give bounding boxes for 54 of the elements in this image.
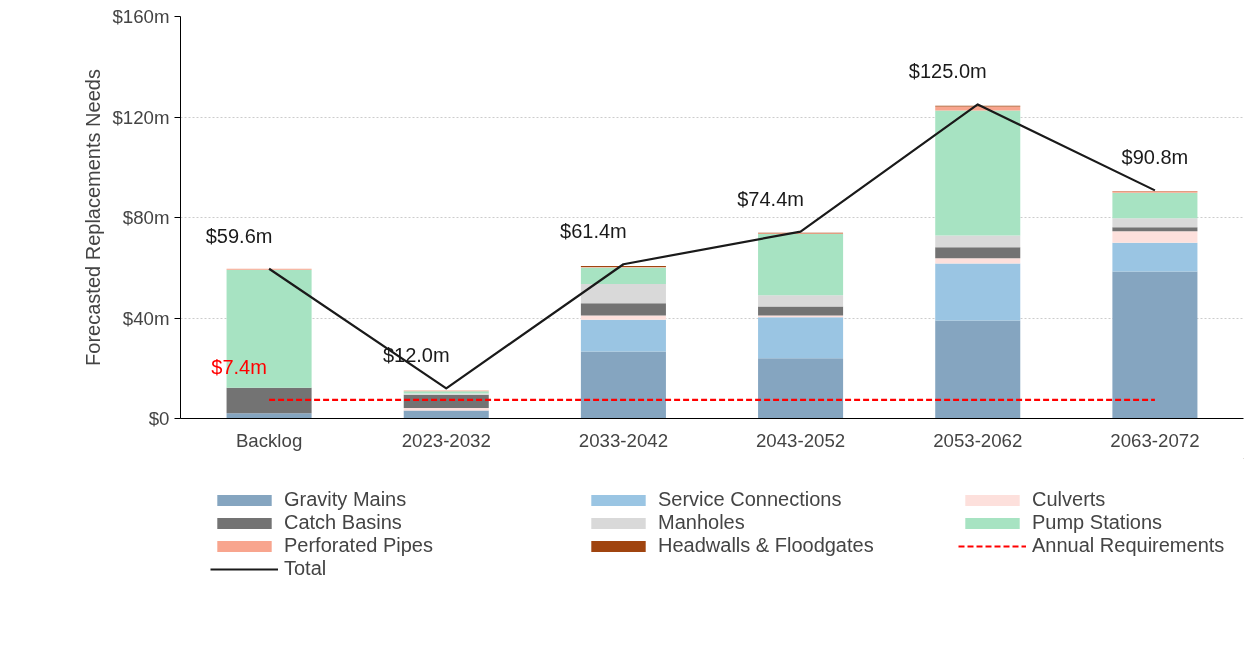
bar [935, 258, 1021, 264]
legend-label: Catch Basins [284, 511, 403, 534]
x-tick-label: 2043-2052 [755, 429, 846, 451]
legend-label: Annual Requirements [1032, 534, 1226, 557]
bar [580, 267, 666, 285]
y-tick-label: $120m [112, 106, 170, 128]
bar [935, 263, 1021, 321]
y-tick-label: $40m [122, 307, 170, 329]
bar [935, 235, 1021, 248]
x-tick-label: 2023-2032 [401, 429, 491, 451]
bar [758, 234, 844, 296]
data-label: $7.4m [211, 355, 267, 378]
bar [580, 315, 666, 320]
bar [1112, 192, 1198, 219]
bar [226, 387, 312, 414]
bar [758, 358, 844, 419]
data-label: $74.4m [737, 187, 804, 210]
bar [403, 410, 489, 419]
data-label: $90.8m [1121, 146, 1189, 169]
y-tick-label: $0 [148, 408, 170, 429]
legend-label: Manholes [658, 511, 746, 534]
legend-label: Headwalls & Floodgates [658, 534, 875, 557]
bar [1112, 218, 1198, 228]
bar [935, 247, 1021, 259]
bar [580, 303, 666, 316]
legend-label: Service Connections [658, 488, 843, 511]
legend-label: Pump Stations [1032, 511, 1164, 534]
legend-label: Culverts [1032, 488, 1107, 511]
bar [758, 317, 844, 359]
bar [580, 351, 666, 419]
bar [1112, 271, 1198, 419]
y-tick-label: $80m [122, 207, 170, 228]
x-tick-label: 2033-2042 [578, 429, 669, 451]
bar [1112, 231, 1198, 243]
bar [758, 295, 844, 307]
x-tick-label: 2063-2072 [1110, 429, 1200, 451]
legend-label: Total [284, 557, 328, 580]
data-label: $59.6m [205, 224, 273, 247]
legend-label: Perforated Pipes [284, 534, 434, 557]
bar [580, 319, 666, 352]
data-label: $61.4m [560, 220, 627, 243]
y-tick-label: $160m [112, 6, 170, 27]
bar [226, 413, 312, 419]
bar [1112, 227, 1198, 232]
bar [580, 284, 666, 304]
y-axis-title: Forecasted Replacements Needs [82, 69, 105, 366]
bar [758, 306, 844, 316]
data-label: $125.0m [908, 60, 987, 83]
bar [935, 110, 1021, 236]
x-tick-label: Backlog [235, 429, 303, 451]
x-tick-label: 2053-2062 [933, 429, 1023, 451]
legend-label: Gravity Mains [284, 488, 408, 511]
bar [935, 320, 1021, 419]
bar [1112, 242, 1198, 272]
